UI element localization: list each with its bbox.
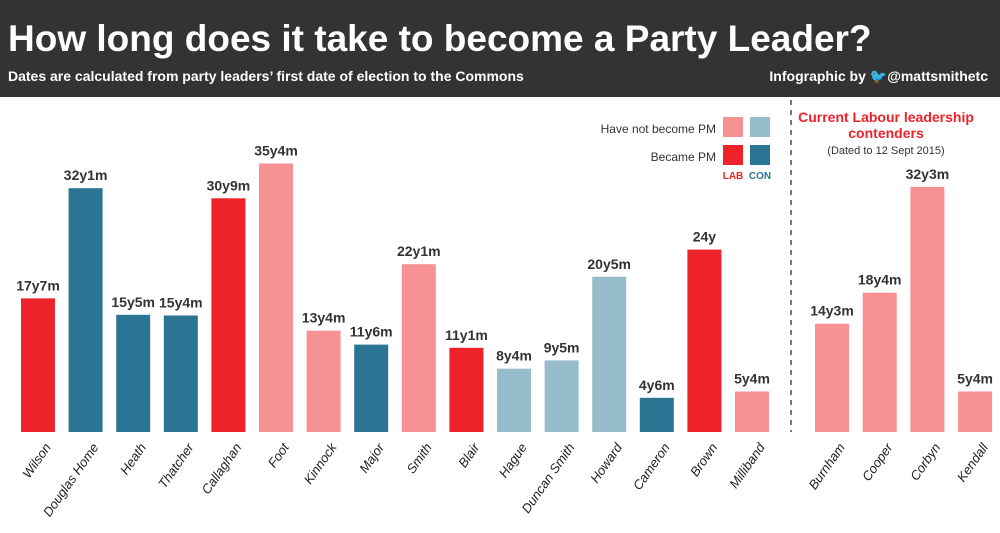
category-label: Foot bbox=[265, 439, 293, 470]
data-label: 17y7m bbox=[16, 277, 60, 293]
data-label: 9y5m bbox=[544, 339, 580, 355]
page-title: How long does it take to become a Party … bbox=[8, 18, 872, 59]
bar-heath bbox=[116, 314, 151, 432]
credit-prefix: Infographic by bbox=[769, 68, 866, 84]
category-label: Brown bbox=[687, 440, 720, 479]
bar-kendall bbox=[958, 391, 993, 432]
bar-douglas-home bbox=[68, 188, 103, 432]
legend-swatch-con-pm bbox=[750, 145, 770, 165]
bar-burnham bbox=[815, 323, 849, 432]
category-label: Callaghan bbox=[198, 440, 244, 497]
category-label: Howard bbox=[587, 440, 625, 486]
legend-not-pm: Have not become PM bbox=[601, 122, 716, 136]
data-label: 14y3m bbox=[810, 303, 854, 319]
bar-hague bbox=[497, 368, 531, 432]
category-label: Hague bbox=[496, 440, 530, 480]
category-label: Burnham bbox=[805, 440, 848, 492]
bar-kinnock bbox=[306, 330, 341, 432]
header: How long does it take to become a Party … bbox=[0, 0, 1000, 97]
credit: Infographic by 🐦@mattsmithetc bbox=[769, 68, 988, 85]
category-label: Corbyn bbox=[907, 440, 943, 483]
bar-blair bbox=[449, 347, 484, 432]
legend: Have not become PM Became PM LAB CON bbox=[601, 117, 771, 182]
category-label: Cooper bbox=[859, 440, 896, 484]
category-label: Major bbox=[356, 440, 387, 476]
bar-wilson bbox=[21, 298, 55, 432]
legend-swatch-lab-not-pm bbox=[723, 117, 743, 137]
legend-swatch-con-not-pm bbox=[750, 117, 770, 137]
twitter-bird-icon: 🐦 bbox=[869, 68, 888, 84]
category-label: Thatcher bbox=[155, 440, 197, 491]
data-label: 32y1m bbox=[64, 167, 108, 183]
contenders-note: (Dated to 12 Sept 2015) bbox=[827, 145, 944, 157]
category-label: Kinnock bbox=[301, 439, 341, 487]
data-label: 30y9m bbox=[207, 177, 251, 193]
credit-handle[interactable]: @mattsmithetc bbox=[887, 68, 988, 84]
data-label: 5y4m bbox=[734, 370, 770, 386]
subtitle: Dates are calculated from party leaders’… bbox=[8, 68, 524, 84]
category-label: Milliband bbox=[726, 440, 768, 491]
data-label: 5y4m bbox=[957, 370, 993, 386]
legend-con: CON bbox=[749, 171, 771, 182]
contenders-title-1: Current Labour leadership bbox=[798, 109, 974, 125]
bar-brown bbox=[687, 249, 722, 432]
category-label: Smith bbox=[403, 440, 434, 476]
data-label: 24y bbox=[693, 229, 717, 245]
bar-smith bbox=[401, 264, 436, 432]
data-label: 11y6m bbox=[350, 324, 393, 340]
legend-lab: LAB bbox=[723, 171, 744, 182]
category-label: Cameron bbox=[630, 440, 673, 492]
data-label: 8y4m bbox=[496, 348, 532, 364]
legend-pm: Became PM bbox=[651, 150, 716, 164]
bar-milliband bbox=[735, 391, 769, 432]
category-label: Kendall bbox=[954, 439, 992, 484]
data-label: 15y4m bbox=[159, 294, 203, 310]
data-label: 35y4m bbox=[254, 142, 298, 158]
bar-callaghan bbox=[211, 198, 246, 432]
bar-howard bbox=[592, 276, 627, 432]
legend-swatch-lab-pm bbox=[723, 145, 743, 165]
category-label: Blair bbox=[455, 440, 483, 470]
data-label: 18y4m bbox=[858, 272, 902, 288]
bar-foot bbox=[259, 163, 293, 432]
data-label: 32y3m bbox=[906, 166, 950, 182]
bar-thatcher bbox=[163, 315, 198, 432]
data-label: 11y1m bbox=[445, 327, 488, 343]
bar-corbyn bbox=[910, 186, 945, 432]
category-label: Heath bbox=[117, 440, 149, 477]
contenders-title-2: contenders bbox=[848, 125, 924, 141]
contenders-heading: Current Labour leadership contenders (Da… bbox=[798, 109, 974, 157]
data-label: 20y5m bbox=[587, 256, 631, 272]
data-label: 13y4m bbox=[302, 310, 346, 326]
bar-cameron bbox=[639, 397, 674, 432]
category-label: Wilson bbox=[19, 440, 54, 480]
data-label: 4y6m bbox=[639, 377, 675, 393]
data-label: 15y5m bbox=[111, 294, 155, 310]
bar-major bbox=[354, 344, 389, 432]
bar-duncan-smith bbox=[544, 360, 579, 432]
data-label: 22y1m bbox=[397, 243, 441, 259]
bar-cooper bbox=[862, 292, 897, 432]
